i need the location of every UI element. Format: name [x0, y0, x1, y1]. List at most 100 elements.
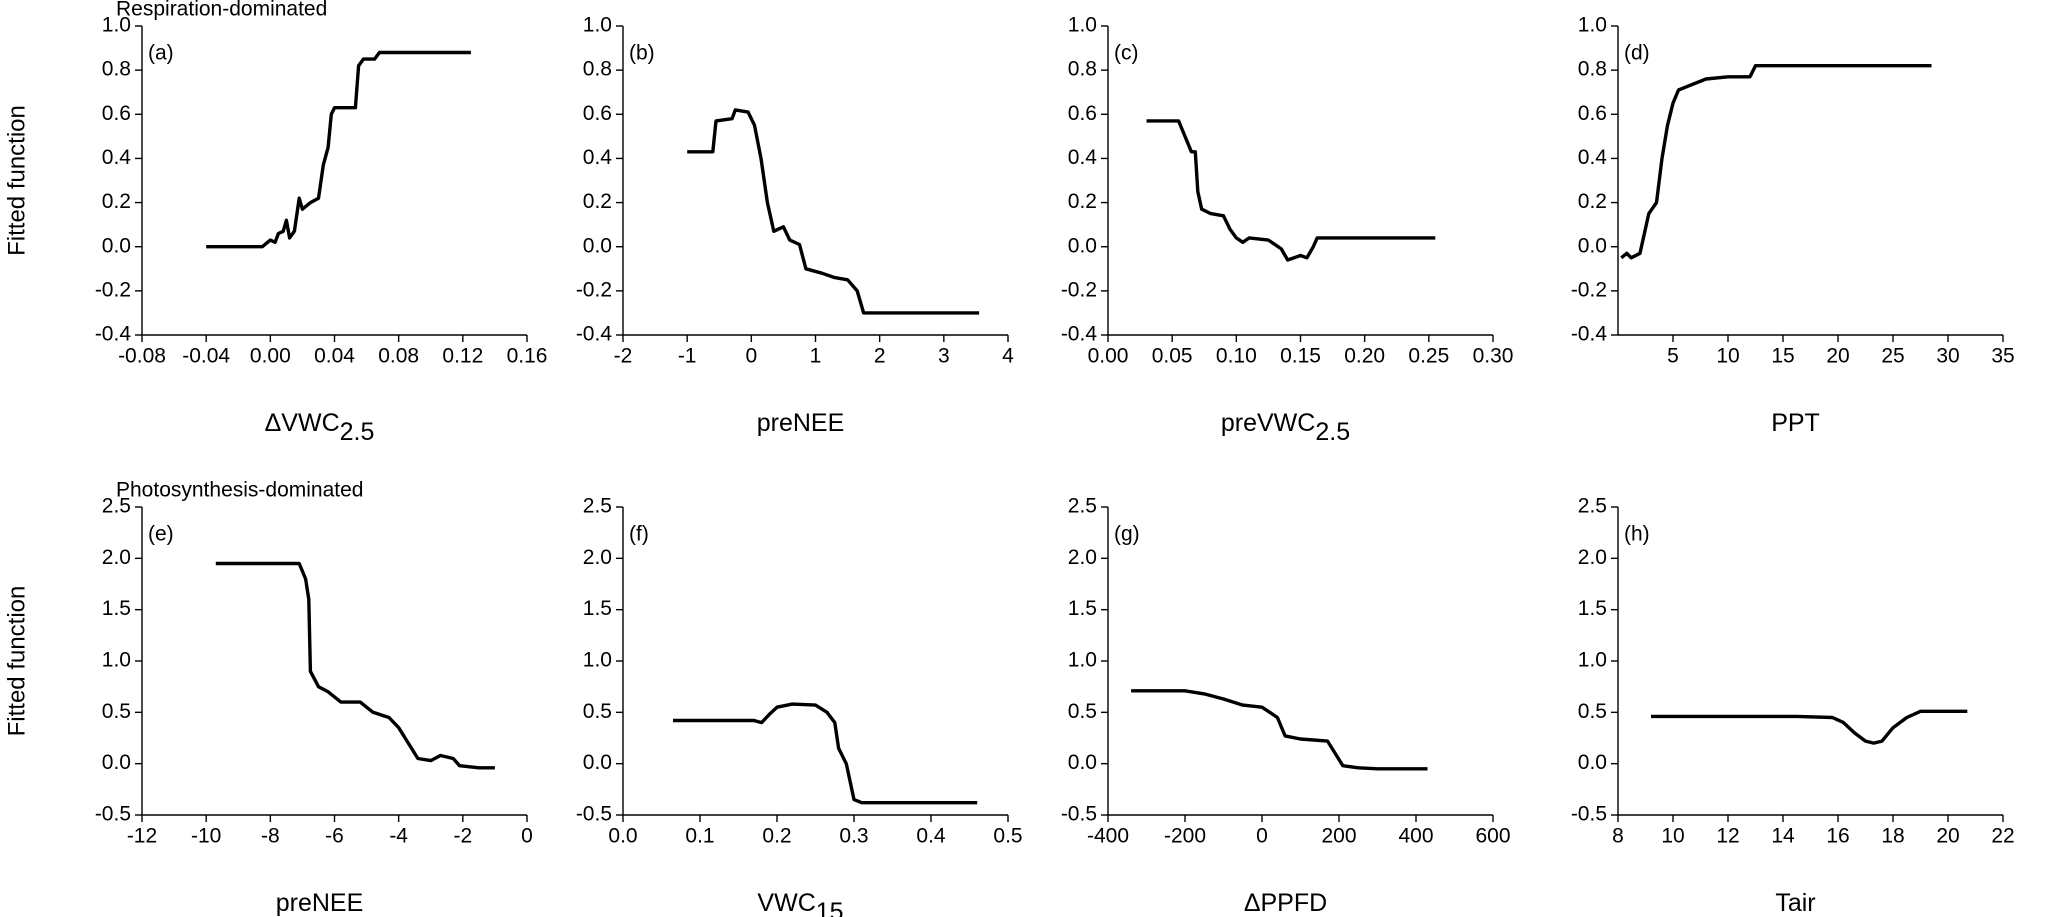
curve — [206, 50, 471, 249]
x-tick-label: 0.10 — [1216, 345, 1257, 368]
x-tick-label: 0 — [745, 345, 757, 368]
group-title: Photosynthesis-dominated — [116, 479, 363, 502]
x-tick-label: 0.4 — [916, 825, 946, 848]
panel-label: (h) — [1624, 523, 1650, 546]
y-tick-label: 0.6 — [583, 102, 612, 125]
y-tick-label: 2.5 — [1068, 495, 1097, 518]
x-tick-label: 2 — [874, 345, 886, 368]
y-tick-label: 0.6 — [102, 102, 131, 125]
x-tick-label: 0.25 — [1408, 345, 1449, 368]
x-axis-label-main: ΔVWC — [265, 409, 340, 437]
y-tick-label: 2.5 — [102, 495, 131, 518]
y-tick-label: 1.0 — [1068, 649, 1097, 672]
x-axis-label-main: ΔPPFD — [1244, 889, 1327, 917]
y-tick-label: 1.0 — [102, 649, 131, 672]
x-axis-label-sub: 2.5 — [340, 418, 375, 446]
x-tick-label: 8 — [1612, 825, 1624, 848]
x-tick-label: 4 — [1002, 345, 1014, 368]
y-tick-label: 0.5 — [1068, 700, 1097, 723]
x-tick-label: 14 — [1771, 825, 1795, 848]
panel-label: (f) — [629, 523, 649, 546]
y-tick-label: -0.4 — [1571, 323, 1608, 346]
y-tick-label: 0.2 — [102, 190, 131, 213]
x-axis-label-main: VWC — [757, 889, 815, 917]
y-tick-label: 2.5 — [583, 495, 612, 518]
x-axis-label: ΔPPFD — [1244, 889, 1327, 917]
x-tick-label: -200 — [1164, 825, 1206, 848]
y-tick-label: -0.4 — [576, 323, 613, 346]
y-tick-label: 0.0 — [1068, 234, 1097, 257]
curve — [1131, 689, 1428, 771]
y-tick-label: 1.0 — [102, 14, 131, 37]
x-axis-label: preVWC2.5 — [1221, 409, 1350, 446]
panel-label: (g) — [1114, 523, 1140, 546]
x-tick-label: 35 — [1991, 345, 2014, 368]
y-tick-label: 1.0 — [1578, 649, 1607, 672]
y-tick-label: 0.0 — [102, 751, 131, 774]
x-tick-label: 3 — [938, 345, 950, 368]
y-tick-label: -0.2 — [1061, 278, 1097, 301]
curve — [1146, 119, 1436, 262]
panel-label: (d) — [1624, 42, 1650, 65]
group-title: Respiration-dominated — [116, 0, 327, 21]
x-axis-label: Tair — [1775, 889, 1815, 917]
x-tick-label: 0.16 — [507, 345, 548, 368]
x-axis-label-sub: 2.5 — [1315, 418, 1350, 446]
y-tick-label: 0.4 — [1068, 146, 1098, 169]
x-axis-label-main: preNEE — [757, 409, 845, 437]
y-tick-label: 1.0 — [583, 14, 612, 37]
x-axis-label: VWC15 — [757, 889, 843, 917]
x-tick-label: -12 — [127, 825, 157, 848]
x-tick-label: 0 — [1256, 825, 1268, 848]
y-tick-label: 0.0 — [1578, 751, 1607, 774]
x-tick-label: -2 — [614, 345, 633, 368]
y-tick-label: 0.5 — [102, 700, 131, 723]
x-tick-label: -6 — [325, 825, 344, 848]
x-tick-label: 5 — [1667, 345, 1679, 368]
y-tick-label: 0.5 — [1578, 700, 1607, 723]
x-axis-label: preNEE — [276, 889, 364, 917]
y-tick-label: 2.0 — [1578, 546, 1607, 569]
x-tick-label: 0.5 — [993, 825, 1022, 848]
x-axis-label-main: Tair — [1775, 889, 1815, 917]
x-tick-label: 25 — [1881, 345, 1904, 368]
y-tick-label: -0.2 — [95, 278, 131, 301]
x-tick-label: 0.1 — [685, 825, 714, 848]
y-tick-label: 0.6 — [1578, 102, 1607, 125]
x-tick-label: 0.08 — [378, 345, 419, 368]
x-tick-label: 18 — [1881, 825, 1904, 848]
x-tick-label: 0.15 — [1280, 345, 1321, 368]
x-tick-label: 20 — [1826, 345, 1849, 368]
y-tick-label: -0.4 — [1061, 323, 1098, 346]
x-tick-label: 400 — [1398, 825, 1433, 848]
y-tick-label: -0.5 — [576, 803, 612, 826]
x-axis-label-main: PPT — [1771, 409, 1820, 437]
y-tick-label: 2.0 — [1068, 546, 1097, 569]
x-tick-label: 0.0 — [608, 825, 637, 848]
x-axis-label-main: preNEE — [276, 889, 364, 917]
x-tick-label: 10 — [1661, 825, 1684, 848]
x-tick-label: 12 — [1716, 825, 1739, 848]
y-tick-label: 0.0 — [583, 234, 612, 257]
y-tick-label: 0.8 — [102, 58, 131, 81]
curve — [673, 702, 978, 805]
y-tick-label: -0.5 — [1571, 803, 1607, 826]
x-axis-label-main: preVWC — [1221, 409, 1315, 437]
x-tick-label: -400 — [1087, 825, 1129, 848]
panel-label: (e) — [148, 523, 174, 546]
y-tick-label: 0.4 — [1578, 146, 1608, 169]
x-tick-label: 200 — [1321, 825, 1356, 848]
x-axis-label-sub: 15 — [816, 898, 844, 917]
y-tick-label: 0.0 — [1578, 234, 1607, 257]
curve — [215, 561, 495, 770]
x-tick-label: -2 — [453, 825, 472, 848]
x-tick-label: 0.30 — [1473, 345, 1514, 368]
y-tick-label: 1.0 — [1068, 14, 1097, 37]
x-tick-label: -0.08 — [118, 345, 166, 368]
y-tick-label: -0.5 — [1061, 803, 1097, 826]
y-tick-label: -0.5 — [95, 803, 131, 826]
x-tick-label: 30 — [1936, 345, 1959, 368]
x-tick-label: 22 — [1991, 825, 2014, 848]
y-tick-label: 1.5 — [1068, 597, 1097, 620]
